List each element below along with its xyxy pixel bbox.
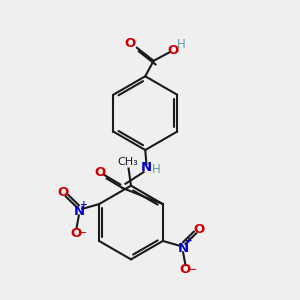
Text: N: N xyxy=(73,205,84,218)
Text: O: O xyxy=(58,186,69,199)
Text: N: N xyxy=(141,161,152,174)
Text: +: + xyxy=(80,200,87,208)
Text: O: O xyxy=(193,223,204,236)
Text: H: H xyxy=(152,163,161,176)
Text: N: N xyxy=(178,242,189,255)
Text: H: H xyxy=(176,38,185,51)
Text: −: − xyxy=(78,228,87,238)
Text: O: O xyxy=(167,44,178,57)
Text: O: O xyxy=(124,37,136,50)
Text: O: O xyxy=(95,166,106,178)
Text: O: O xyxy=(180,263,191,277)
Text: −: − xyxy=(188,265,197,275)
Text: O: O xyxy=(70,226,82,240)
Text: +: + xyxy=(184,236,192,245)
Text: CH₃: CH₃ xyxy=(117,157,138,167)
